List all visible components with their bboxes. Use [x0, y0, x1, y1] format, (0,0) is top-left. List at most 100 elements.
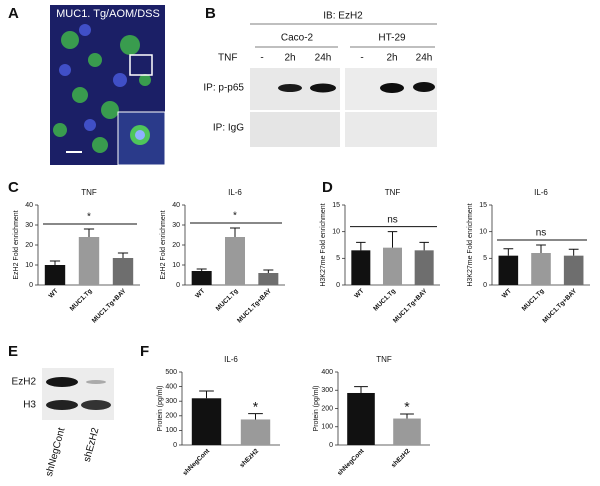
error-bar [419, 241, 429, 251]
error-bar [248, 413, 263, 420]
x-tick-label: MUC1.Tg+BAY [236, 287, 273, 324]
condition: 2h [386, 53, 397, 64]
treatment-label: TNF [218, 53, 237, 64]
bar [498, 255, 519, 285]
y-tick-label: 10 [479, 229, 487, 236]
annotation: * [404, 399, 410, 415]
band-label: H3 [23, 400, 36, 411]
y-tick-label: 400 [321, 369, 333, 376]
error-bar [263, 269, 274, 273]
annotation: * [253, 398, 259, 414]
x-tick-label: shNegCont [182, 447, 212, 477]
bar [258, 273, 279, 285]
panel-a-title: MUC1. Tg/AOM/DSS [56, 8, 160, 20]
chart-title: TNF [376, 355, 392, 364]
bar [414, 250, 434, 285]
y-tick-label: 20 [172, 242, 180, 249]
cell-line: Caco-2 [281, 33, 314, 44]
error-bar [387, 231, 398, 248]
y-tick-label: 10 [332, 229, 340, 236]
x-tick-label: MUC1.Tg+BAY [91, 287, 128, 324]
chart-title: TNF [385, 188, 401, 197]
error-bar [354, 386, 368, 393]
y-tick-label: 15 [332, 202, 340, 209]
error-bar [83, 228, 95, 237]
y-tick-label: 30 [172, 222, 180, 229]
bar [240, 419, 271, 445]
y-tick-label: 100 [321, 424, 333, 431]
error-bar [568, 248, 579, 256]
y-axis-label: Protein (pg/ml) [313, 386, 320, 432]
bar [531, 253, 551, 285]
x-tick-label: MUC1.Tg [521, 288, 546, 313]
panel-label: B [205, 5, 216, 22]
lane-label: shNegCont [44, 426, 68, 477]
error-bar [536, 244, 546, 253]
chart-title: IL-6 [534, 188, 548, 197]
lane-label: shEzH2 [82, 426, 102, 463]
y-tick-label: 0 [29, 282, 33, 289]
cell-line: HT-29 [378, 33, 406, 44]
bar [112, 258, 134, 285]
bar [351, 250, 371, 285]
panel-label: D [322, 179, 333, 196]
x-tick-label: MUC1.Tg [372, 288, 397, 313]
chart-title: TNF [81, 188, 97, 197]
blot-header: IB: EzH2 [323, 11, 363, 22]
row-label: IP: p-p65 [203, 83, 244, 94]
band-label: EzH2 [12, 377, 37, 388]
bar [563, 255, 584, 285]
y-tick-label: 200 [321, 405, 333, 412]
error-bar [230, 227, 240, 237]
bar [225, 237, 245, 285]
bar [191, 271, 212, 285]
y-tick-label: 0 [329, 442, 333, 449]
y-tick-label: 0 [336, 282, 340, 289]
y-tick-label: 100 [165, 427, 177, 434]
x-tick-label: WT [353, 288, 365, 300]
annotation: * [87, 212, 91, 223]
condition: - [260, 53, 263, 64]
x-tick-label: WT [48, 288, 60, 300]
x-tick-label: shNegCont [336, 447, 366, 477]
x-tick-label: MUC1.Tg+BAY [541, 287, 578, 324]
x-tick-label: WT [194, 288, 206, 300]
y-tick-label: 20 [25, 242, 33, 249]
error-bar [196, 268, 207, 271]
y-tick-label: 0 [176, 282, 180, 289]
western-blot [42, 368, 114, 420]
annotation: ns [536, 228, 547, 239]
bar [44, 265, 66, 285]
bar [347, 392, 375, 445]
panel-label: A [8, 5, 19, 22]
x-tick-label: MUC1.Tg [69, 288, 94, 313]
y-tick-label: 10 [25, 262, 33, 269]
error-bar [117, 252, 129, 258]
y-tick-label: 5 [483, 255, 487, 262]
y-tick-label: 30 [25, 222, 33, 229]
y-axis-label: EzH2 Fold enrichment [160, 210, 167, 279]
x-tick-label: MUC1.Tg [215, 288, 240, 313]
y-tick-label: 5 [336, 255, 340, 262]
y-tick-label: 10 [172, 262, 180, 269]
x-tick-label: MUC1.Tg+BAY [392, 287, 429, 324]
y-tick-label: 0 [483, 282, 487, 289]
condition: 2h [284, 53, 295, 64]
annotation: * [233, 211, 237, 222]
chart-title: IL-6 [228, 188, 242, 197]
x-tick-label: shEzH2 [390, 447, 412, 469]
error-bar [400, 413, 414, 419]
panel-label: C [8, 179, 19, 196]
error-bar [503, 248, 514, 256]
western-blot [250, 23, 437, 147]
y-axis-label: H3K27me Fold enrichment [467, 203, 474, 286]
y-axis-label: H3K27me Fold enrichment [320, 203, 327, 286]
condition: 24h [416, 53, 433, 64]
annotation: ns [387, 214, 398, 225]
condition: - [360, 53, 363, 64]
x-tick-label: shEzH2 [239, 447, 261, 469]
row-label: IP: IgG [213, 123, 244, 134]
chart-title: IL-6 [224, 355, 238, 364]
y-tick-label: 40 [172, 202, 180, 209]
